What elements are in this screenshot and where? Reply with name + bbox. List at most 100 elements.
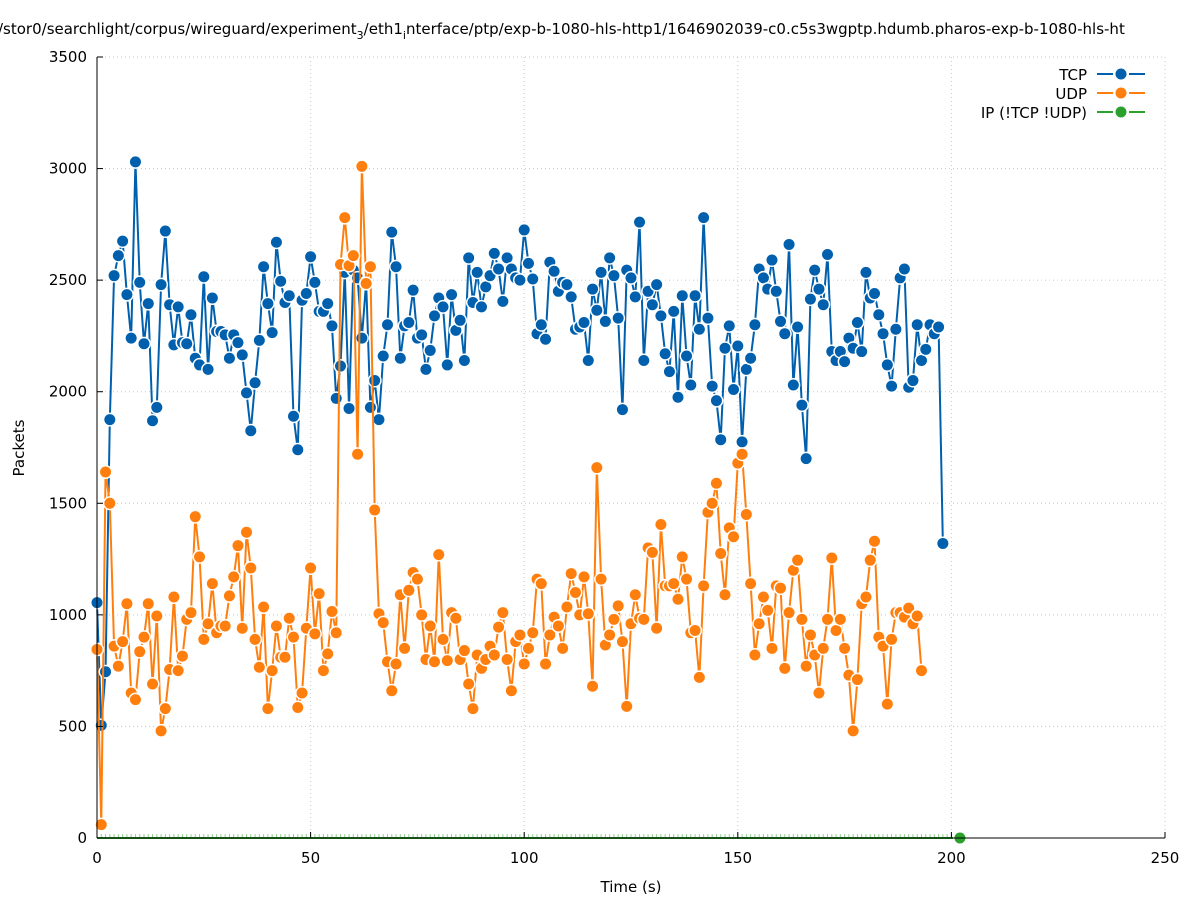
data-point-udp [219, 620, 231, 632]
data-point-tcp [100, 666, 112, 678]
data-point-udp [813, 687, 825, 699]
data-point-udp [288, 631, 300, 643]
data-point-tcp [330, 392, 342, 404]
data-point-udp [903, 602, 915, 614]
data-point-udp [305, 562, 317, 574]
data-point-tcp [886, 380, 898, 392]
chart-title-sub-2: i [403, 29, 406, 42]
data-point-udp [745, 578, 757, 590]
data-point-udp [792, 554, 804, 566]
data-point-tcp [629, 291, 641, 303]
y-tick-label: 2500 [49, 271, 87, 289]
data-point-tcp [236, 349, 248, 361]
legend-entry-tcp: TCP [1058, 66, 1145, 84]
chart-title-sub-1: 3 [357, 29, 364, 42]
data-point-tcp [390, 261, 402, 273]
data-point-tcp [253, 334, 265, 346]
data-point-tcp [834, 346, 846, 358]
data-point-udp [698, 580, 710, 592]
data-point-tcp [241, 387, 253, 399]
data-point-tcp [518, 224, 530, 236]
data-point-tcp [638, 354, 650, 366]
data-point-udp [736, 448, 748, 460]
legend-marker-tcp [1115, 68, 1127, 80]
data-point-udp [138, 631, 150, 643]
grid [97, 56, 1166, 838]
data-point-udp [522, 642, 534, 654]
data-point-tcp [386, 226, 398, 238]
data-point-tcp [809, 264, 821, 276]
data-point-tcp [796, 399, 808, 411]
data-point-udp [352, 448, 364, 460]
data-point-tcp [860, 266, 872, 278]
chart-title: /stor0/searchlight/corpus/wireguard/expe… [0, 20, 1125, 42]
data-point-tcp [881, 359, 893, 371]
data-point-tcp [121, 289, 133, 301]
data-point-udp [241, 526, 253, 538]
data-point-tcp [147, 415, 159, 427]
data-point-udp [608, 613, 620, 625]
y-tick-label: 500 [58, 717, 87, 735]
data-point-udp [343, 260, 355, 272]
data-point-tcp [642, 285, 654, 297]
data-point-tcp [659, 348, 671, 360]
data-point-udp [518, 658, 530, 670]
data-point-udp [258, 601, 270, 613]
data-point-tcp [424, 344, 436, 356]
data-point-tcp [450, 324, 462, 336]
data-point-tcp [616, 404, 628, 416]
data-point-udp [330, 627, 342, 639]
data-point-tcp [745, 352, 757, 364]
data-point-tcp [232, 337, 244, 349]
data-point-tcp [501, 252, 513, 264]
data-point-tcp [112, 250, 124, 262]
data-point-tcp [817, 299, 829, 311]
data-point-udp [881, 698, 893, 710]
data-point-tcp [937, 537, 949, 549]
data-point-tcp [223, 352, 235, 364]
data-point-udp [245, 562, 257, 574]
data-point-udp [112, 660, 124, 672]
data-point-udp [676, 551, 688, 563]
data-point-udp [762, 604, 774, 616]
data-point-tcp [245, 425, 257, 437]
data-point-udp [851, 674, 863, 686]
data-point-tcp [125, 332, 137, 344]
data-point-udp [347, 250, 359, 262]
data-point-tcp [668, 305, 680, 317]
data-point-udp [441, 655, 453, 667]
data-point-udp [253, 661, 265, 673]
data-point-tcp [702, 312, 714, 324]
data-point-udp [672, 593, 684, 605]
data-point-udp [262, 703, 274, 715]
data-point-udp [488, 649, 500, 661]
data-point-udp [527, 627, 539, 639]
data-point-tcp [441, 359, 453, 371]
data-point-udp [779, 662, 791, 674]
data-point-udp [710, 477, 722, 489]
data-point-tcp [890, 323, 902, 335]
data-point-tcp [270, 236, 282, 248]
data-point-tcp [800, 453, 812, 465]
tick-labels: 0 50 100 150 200 2500500100015002000250030003… [49, 48, 1180, 867]
data-point-tcp [732, 340, 744, 352]
data-point-udp [463, 678, 475, 690]
data-point-tcp [710, 395, 722, 407]
data-point-tcp [522, 257, 534, 269]
data-point-udp [424, 620, 436, 632]
data-point-udp [147, 678, 159, 690]
data-point-tcp [142, 298, 154, 310]
y-tick-label: 3000 [49, 160, 87, 178]
data-point-tcp [454, 314, 466, 326]
data-point-udp [493, 621, 505, 633]
y-tick-label: 2000 [49, 383, 87, 401]
data-point-udp [437, 633, 449, 645]
data-point-udp [822, 613, 834, 625]
data-point-udp [719, 589, 731, 601]
data-point-tcp [757, 272, 769, 284]
data-point-tcp [104, 414, 116, 426]
data-point-tcp [288, 410, 300, 422]
data-point-tcp [728, 383, 740, 395]
data-point-tcp [651, 279, 663, 291]
data-point-tcp [159, 225, 171, 237]
